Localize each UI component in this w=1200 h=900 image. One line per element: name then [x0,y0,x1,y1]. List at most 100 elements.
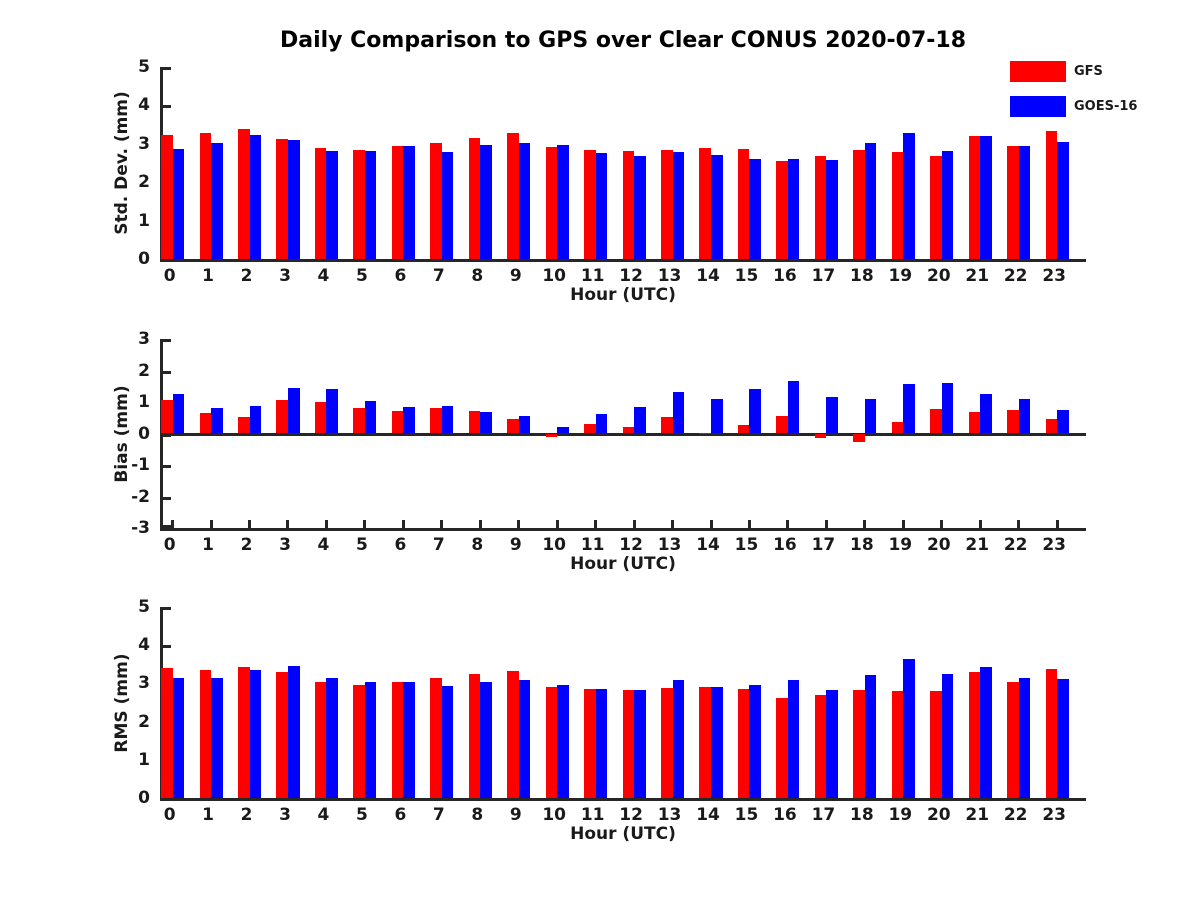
x-tick-mark [209,520,213,528]
x-tick-label: 14 [696,266,720,286]
y-tick-mark [163,339,171,342]
gfs-bar-h10 [545,147,558,259]
goes16-bar-h21 [980,393,992,434]
goes16-bar-h19 [903,133,915,259]
goes16-bar-h3 [287,139,300,259]
gfs-bar-h16 [776,697,788,798]
x-tick-label: 11 [580,805,605,825]
x-tick-label: 12 [619,805,643,825]
y-tick-label: -2 [131,486,150,507]
x-tick-label: 3 [279,266,291,286]
x-tick-mark [747,520,751,528]
x-tick-label: 12 [619,266,643,286]
goes16-bar-h19 [903,658,915,798]
gfs-bar-h22 [1007,145,1019,259]
gfs-bar-h22 [1007,409,1019,434]
gfs-bar-h19 [891,422,904,434]
gfs-bar-h19 [891,691,904,798]
goes16-bar-h10 [557,426,569,434]
goes16-bar-h16 [787,380,800,434]
x-tick-mark [978,520,982,528]
gfs-bar-h2 [237,666,250,798]
x-tick-label: 1 [202,266,214,286]
gfs-bar-h3 [276,671,288,798]
goes16-bar-h15 [749,388,762,434]
x-tick-mark [363,520,367,528]
y-tick-mark [163,465,171,468]
gfs-bar-h12 [622,151,635,259]
gfs-bar-h0 [161,668,173,798]
gfs-bar-h7 [430,142,442,259]
goes16-bar-h12 [634,690,646,798]
goes16-bar-h14 [711,686,723,798]
x-tick-label: 17 [811,266,836,286]
y-tick-label: 3 [138,329,150,349]
x-tick-label: 7 [432,266,445,286]
goes16-bar-h12 [634,156,646,259]
x-tick-label: 2 [240,535,253,555]
x-tick-label: 9 [509,805,522,825]
x-tick-label: 4 [317,535,330,555]
x-tick-label: 15 [734,535,759,555]
gfs-bar-h14 [699,432,712,434]
x-tick-label: 18 [850,805,874,825]
goes16-bar-h12 [634,407,646,434]
gfs-bar-h15 [737,688,750,798]
gfs-bar-h18 [853,149,865,259]
gfs-bar-h6 [391,681,404,798]
gfs-bar-h3 [276,400,288,434]
x-tick-label: 20 [926,805,951,825]
x-tick-label: 8 [471,535,484,555]
y-tick-label: 2 [138,360,150,381]
gfs-bar-h10 [545,433,558,437]
goes16-bar-h20 [941,150,954,259]
gfs-bar-h19 [891,152,904,259]
x-tick-label: 15 [734,266,759,286]
x-tick-label: 6 [394,805,407,825]
gfs-bar-h4 [314,401,327,434]
x-tick-label: 23 [1042,266,1066,286]
goes16-bar-h17 [826,690,838,798]
goes16-bar-h23 [1057,678,1069,798]
x-tick-label: 11 [580,266,605,286]
gfs-bar-h9 [507,133,519,259]
x-tick-mark [824,520,828,528]
gfs-bar-h13 [661,150,673,259]
x-tick-label: 20 [926,535,951,555]
x-tick-label: 19 [888,535,913,555]
y-tick-label: -1 [131,455,150,475]
x-tick-label: 1 [202,535,214,555]
gfs-bar-h21 [968,136,981,259]
bias-plot-area [160,339,1086,531]
x-tick-label: 6 [394,535,407,555]
goes16-bar-h8 [480,681,492,798]
gfs-bar-h4 [314,682,327,798]
goes16-bar-h2 [249,670,262,798]
goes16-bar-h4 [326,389,338,434]
gfs-bar-h12 [622,690,635,798]
y-tick-label: 2 [138,172,150,193]
goes16-bar-h10 [557,144,569,259]
gfs-bar-h11 [584,149,596,259]
goes16-bar-h1 [211,143,223,259]
goes16-bar-h15 [749,684,762,798]
goes16-bar-h15 [749,159,762,259]
goes16-bar-h18 [864,142,877,259]
goes16-bar-h11 [595,413,608,434]
goes16-bar-h7 [441,405,454,434]
gfs-bar-h14 [699,686,712,798]
x-tick-mark [478,520,482,528]
x-tick-label: 19 [888,266,913,286]
y-tick-label: 5 [138,597,150,617]
x-tick-label: 0 [163,535,176,555]
gfs-bar-h8 [468,138,481,259]
x-tick-mark [1017,520,1021,528]
gfs-bar-h7 [430,677,442,798]
gfs-bar-h11 [584,689,596,798]
goes16-bar-h7 [441,686,454,798]
x-tick-label: 23 [1042,535,1066,555]
x-tick-label: 6 [394,266,407,286]
x-tick-mark [940,520,944,528]
x-tick-mark [671,520,675,528]
x-tick-mark [248,520,252,528]
